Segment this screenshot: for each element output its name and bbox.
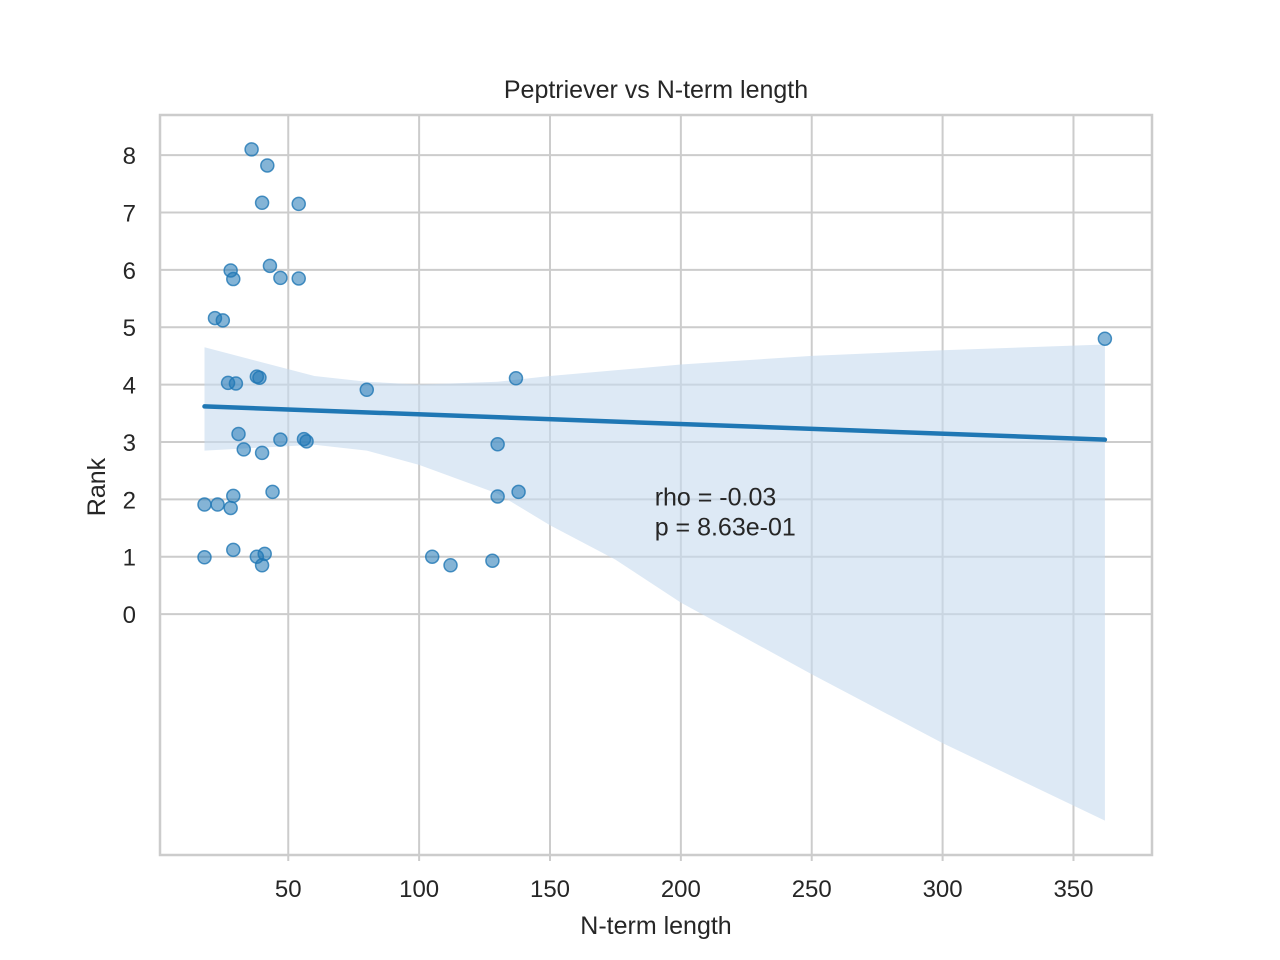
- data-point: [228, 376, 244, 391]
- y-tick-label: 0: [123, 602, 136, 629]
- x-axis-label: N-term length: [580, 912, 731, 940]
- confidence-band: [204, 344, 1105, 821]
- data-point: [265, 484, 280, 500]
- data-point: [490, 489, 505, 504]
- data-point: [490, 437, 505, 452]
- p-value-annotation: p = 8.63e-01: [655, 513, 796, 541]
- x-tick-label: 350: [1053, 876, 1093, 903]
- data-point: [511, 484, 526, 500]
- data-point: [254, 195, 270, 211]
- data-points-layer: [197, 142, 1113, 573]
- data-point: [262, 258, 278, 274]
- data-point: [443, 558, 458, 573]
- x-tick-label: 250: [792, 876, 832, 903]
- y-tick-label: 2: [123, 487, 136, 514]
- tick-label-layer: 50 100 150 200 250 300 350 0 1 2 3 4 5 6 7 8: [123, 143, 1094, 903]
- data-point: [485, 553, 500, 568]
- confidence-band-layer: [204, 344, 1105, 821]
- data-point: [291, 196, 306, 212]
- data-point: [223, 500, 238, 516]
- data-point: [291, 271, 306, 286]
- data-point: [226, 542, 241, 558]
- data-point: [231, 426, 246, 442]
- x-tick-label: 150: [530, 876, 570, 903]
- data-point: [244, 142, 259, 157]
- data-point: [226, 271, 241, 287]
- data-point: [424, 549, 440, 564]
- data-point: [236, 442, 252, 457]
- data-point: [359, 382, 375, 398]
- data-point: [197, 497, 212, 512]
- data-point: [273, 432, 288, 447]
- y-tick-label: 1: [123, 545, 136, 572]
- data-point: [215, 313, 231, 328]
- y-tick-label: 4: [123, 373, 136, 400]
- y-axis-label: Rank: [83, 457, 111, 516]
- regression-line-layer: [202, 404, 1108, 442]
- data-point: [197, 550, 212, 565]
- x-tick-label: 300: [923, 876, 963, 903]
- rho-annotation: rho = -0.03: [655, 483, 777, 511]
- y-tick-label: 5: [123, 315, 136, 342]
- data-point: [299, 434, 314, 449]
- x-tick-label: 50: [275, 876, 302, 903]
- data-point: [226, 488, 241, 504]
- data-point: [1097, 331, 1113, 346]
- data-point: [273, 270, 288, 286]
- plot-frame: [158, 113, 1154, 857]
- regression-line: [202, 404, 1108, 442]
- x-tick-label: 200: [661, 876, 701, 903]
- data-point: [257, 546, 272, 562]
- y-tick-label: 3: [123, 430, 136, 457]
- y-tick-label: 7: [123, 201, 136, 228]
- chart-title: Peptriever vs N-term length: [504, 76, 808, 104]
- x-tick-label: 100: [399, 876, 439, 903]
- data-point: [260, 158, 275, 173]
- data-point: [210, 497, 225, 512]
- y-tick-label: 8: [123, 143, 136, 170]
- data-point: [254, 445, 270, 461]
- data-point: [252, 370, 267, 385]
- y-tick-label: 6: [123, 258, 136, 285]
- data-point: [508, 371, 524, 386]
